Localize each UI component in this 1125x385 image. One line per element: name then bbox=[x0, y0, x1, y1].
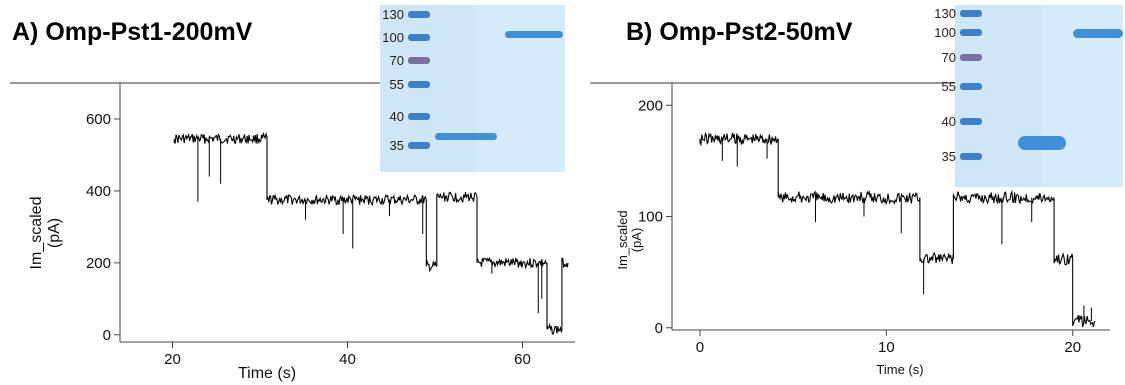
panel-a-trace-segment bbox=[266, 138, 427, 207]
panel-a-trace-segment bbox=[425, 199, 438, 273]
panel-a-y-axis-label-line1: Im_scaled bbox=[28, 197, 45, 270]
panel-b-trace-segment bbox=[1072, 258, 1096, 328]
panel-b-mw-label: 130 bbox=[934, 6, 956, 21]
panel-a-mw-label: 40 bbox=[390, 109, 404, 124]
panel-a-sample-band bbox=[435, 133, 497, 140]
panel-b-x-tick-label: 20 bbox=[1064, 339, 1081, 356]
panel-b-y-tick-label: 200 bbox=[638, 97, 663, 114]
panel-b-mw-label: 55 bbox=[942, 79, 956, 94]
panel-b-x-axis-label: Time (s) bbox=[876, 362, 923, 377]
panel-a-mw-label: 70 bbox=[390, 53, 404, 68]
panel-a-x-tick-label: 60 bbox=[514, 351, 531, 368]
panel-a-trace-segment bbox=[476, 197, 548, 270]
panel-b-trace-segment bbox=[777, 138, 921, 206]
panel-b-ladder-band bbox=[960, 83, 982, 90]
panel-a-title: A) Omp-Pst1-200mV bbox=[12, 18, 253, 46]
panel-b-y-tick-label: 100 bbox=[638, 209, 663, 226]
panel-a-trace-segment bbox=[546, 262, 563, 335]
panel-b-ladder-band bbox=[960, 54, 982, 61]
panel-a-ladder-band bbox=[408, 142, 430, 149]
panel-b-mw-label: 40 bbox=[942, 114, 956, 129]
panel-b-y-tick-label: 0 bbox=[655, 320, 663, 337]
panel-a-ladder-band bbox=[408, 113, 430, 120]
panel-a-y-tick-label: 200 bbox=[86, 255, 111, 272]
panel-a-mw-label: 35 bbox=[390, 138, 404, 153]
panel-a-x-tick-label: 40 bbox=[339, 351, 356, 368]
panel-b-mw-label: 70 bbox=[942, 50, 956, 65]
panel-b-sample-band bbox=[1073, 29, 1123, 38]
panel-a-mw-label: 55 bbox=[390, 77, 404, 92]
panel-a-mw-label: 100 bbox=[382, 30, 404, 45]
panel-a-y-axis-label-line2: (pA) bbox=[46, 218, 63, 248]
panel-a-ladder-band bbox=[408, 57, 430, 64]
panel-b-trace-segment bbox=[1053, 197, 1074, 266]
panel-b-x-tick-label: 0 bbox=[696, 339, 704, 356]
panel-a-x-axis-label: Time (s) bbox=[238, 365, 296, 382]
panel-a-y-tick-label: 0 bbox=[103, 327, 111, 344]
panel-a-y-tick-label: 600 bbox=[86, 111, 111, 128]
panel-a-sample-band bbox=[505, 31, 563, 38]
panel-a-mw-label: 130 bbox=[382, 7, 404, 22]
panel-b-sample-band bbox=[1018, 136, 1066, 150]
panel-b-trace-segment bbox=[919, 197, 954, 265]
panel-b-mw-label: 35 bbox=[942, 149, 956, 164]
panel-a-gel-lane bbox=[476, 5, 565, 172]
panel-a-gel-image: 130 100 70 55 40 35 bbox=[380, 5, 565, 172]
panel-b-trace-segment bbox=[952, 189, 1055, 259]
panel-b-ladder-band bbox=[960, 29, 982, 36]
panel-a-ladder-band bbox=[408, 81, 430, 88]
panel-b-ladder-band bbox=[960, 153, 982, 160]
panel-a-ladder-band bbox=[408, 11, 430, 18]
panel-a-x-tick-label: 20 bbox=[164, 351, 181, 368]
panel-b-ladder-band bbox=[960, 10, 982, 17]
panel-b-gel-image: 130 100 70 55 40 35 bbox=[934, 5, 1123, 187]
panel-b-y-axis-label-line1: Im_scaled bbox=[615, 210, 630, 269]
panel-b-x-tick-label: 10 bbox=[878, 339, 895, 356]
panel-b-title: B) Omp-Pst2-50mV bbox=[626, 18, 853, 46]
panel-b-mw-label: 100 bbox=[934, 25, 956, 40]
panel-a-trace-segment bbox=[436, 191, 478, 267]
panel-a-ladder-band bbox=[408, 34, 430, 41]
panel-b-ladder-band bbox=[960, 118, 982, 125]
panel-a-trace-segment bbox=[561, 257, 569, 330]
panel-b-y-axis-label-line2: (pA) bbox=[629, 228, 644, 253]
panel-a-y-tick-label: 400 bbox=[86, 183, 111, 200]
panel-b-trace-segment bbox=[699, 131, 779, 147]
